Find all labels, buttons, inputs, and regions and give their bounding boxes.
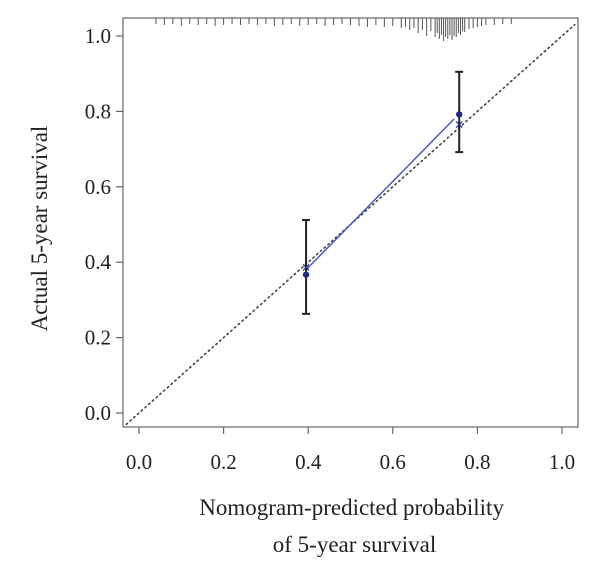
cross-mark — [302, 264, 310, 271]
observed-crosses — [302, 121, 463, 271]
rug-marks — [155, 18, 512, 41]
calibration-point — [302, 271, 310, 278]
plot-area-frame — [122, 17, 579, 428]
y-tick-label: 0.8 — [85, 99, 111, 123]
y-tick-label: 0.0 — [85, 401, 111, 425]
y-tick-label: 0.6 — [85, 175, 111, 199]
calibration-point — [456, 111, 463, 118]
y-tick-label: 1.0 — [85, 24, 111, 48]
x-tick-label: 1.0 — [549, 450, 575, 474]
calibration-line — [305, 118, 455, 271]
cross-mark — [455, 121, 463, 129]
x-tick-label: 0.8 — [464, 450, 490, 474]
y-axis-title: Actual 5-year survival — [27, 126, 52, 332]
x-axis: 0.0 0.2 0.4 0.6 0.8 1.0 — [126, 427, 575, 474]
x-axis-title-line-2: of 5-year survival — [273, 532, 437, 557]
error-bars — [302, 70, 464, 315]
x-axis-title: Nomogram-predicted probability of 5-year… — [199, 495, 509, 557]
x-tick-label: 0.4 — [295, 450, 322, 474]
x-tick-label: 0.2 — [210, 450, 236, 474]
x-tick-label: 0.6 — [380, 450, 406, 474]
calibration-points — [302, 111, 463, 278]
y-axis: 0.0 0.2 0.4 0.6 0.8 1.0 — [85, 24, 123, 425]
y-tick-label: 0.4 — [85, 250, 112, 274]
x-tick-label: 0.0 — [126, 450, 152, 474]
x-axis-title-line-1: Nomogram-predicted probability — [199, 495, 504, 520]
y-tick-label: 0.2 — [85, 326, 111, 350]
